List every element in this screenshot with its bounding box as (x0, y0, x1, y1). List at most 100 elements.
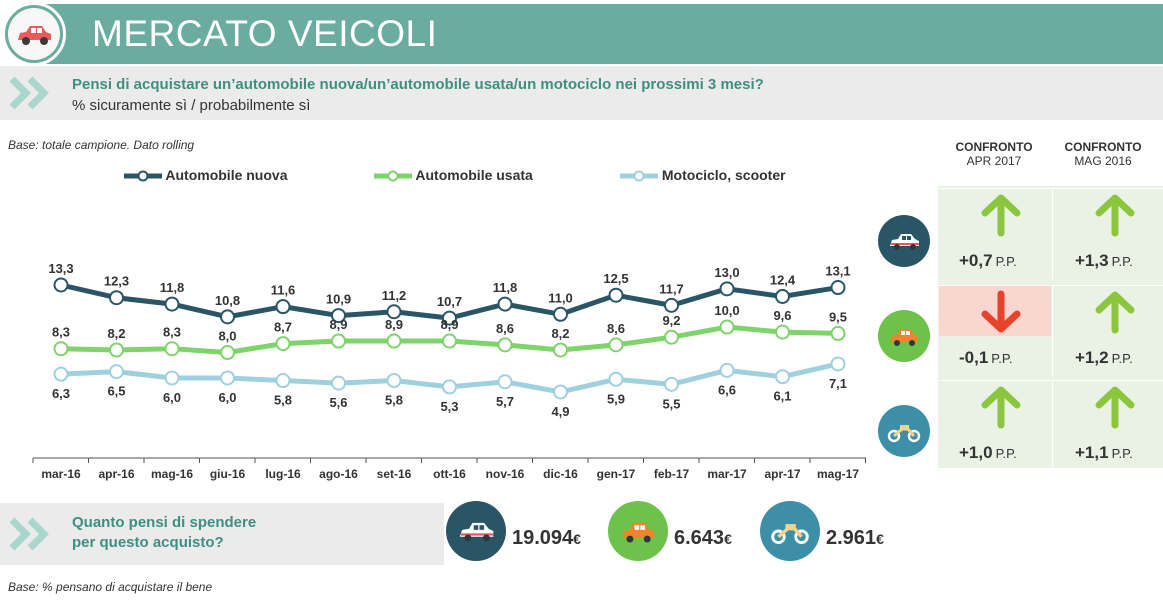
comparison-value-unit: P.P. (1111, 351, 1133, 366)
data-point (553, 342, 568, 358)
comparison-value-unit: P.P. (991, 351, 1013, 366)
comparison-value-number: +1,0 (959, 443, 993, 462)
data-point (830, 325, 846, 341)
data-label: 8,2 (107, 326, 125, 341)
line-chart: mar-16 apr-16 mag-16 giu-16 lug-16 ago-16 set-… (32, 261, 866, 481)
spend-question: Quanto pensi di spendere per questo acqu… (72, 513, 312, 553)
data-label: 5,8 (385, 393, 403, 408)
data-label: 13,3 (48, 261, 73, 276)
comparison-cell: +1,1 P.P. (1052, 380, 1163, 471)
data-point (386, 373, 402, 389)
x-tick-label: set-16 (377, 467, 412, 481)
comparison-value-number: +0,7 (959, 251, 993, 270)
double-chevron-icon (9, 76, 49, 110)
data-label: 8,7 (274, 320, 292, 335)
comparison-header-sub: MAG 2016 (1074, 154, 1132, 168)
data-point (497, 296, 513, 312)
comparison-cell: +1,2 P.P. (1052, 285, 1163, 376)
car-new-icon (878, 215, 930, 267)
comparison-header-sub: APR 2017 (966, 154, 1022, 168)
x-tick-label: mag-17 (817, 467, 859, 481)
spend-value-new-car: 19.094€ (512, 527, 581, 549)
data-label: 5,9 (607, 391, 625, 406)
data-point (386, 333, 402, 349)
data-point (442, 310, 457, 326)
x-tick-label: feb-17 (654, 467, 690, 481)
data-point (830, 280, 846, 296)
x-tick-label: dic-16 (543, 467, 578, 481)
data-point (386, 304, 402, 320)
comparison-value: -0,1 P.P. (959, 348, 1013, 368)
data-label: 10,7 (437, 294, 462, 309)
data-label: 10,9 (326, 292, 351, 307)
data-label: 9,6 (773, 308, 791, 323)
data-point (719, 362, 735, 378)
data-point (608, 337, 624, 353)
double-chevron-icon (9, 517, 49, 551)
spend-question-bar (0, 503, 444, 565)
data-label: 8,9 (329, 317, 347, 332)
legend-marker (620, 170, 658, 182)
comparison-value-unit: P.P. (995, 446, 1017, 461)
data-label: 6,3 (52, 386, 70, 401)
question-bar (0, 66, 1163, 120)
legend-item-motorbike: Motociclo, scooter (620, 167, 786, 183)
x-tick-label: giu-16 (210, 467, 246, 481)
x-tick-label: gen-17 (597, 467, 636, 481)
data-label: 8,9 (440, 317, 458, 332)
data-point (53, 277, 69, 293)
comparison-value-number: -0,1 (959, 348, 989, 367)
data-label: 8,9 (385, 317, 403, 332)
data-label: 11,2 (382, 288, 407, 303)
comparison-value-unit: P.P. (1111, 254, 1133, 269)
data-label: 9,2 (662, 313, 680, 328)
data-label: 5,8 (274, 393, 292, 408)
comparison-value-number: +1,3 (1075, 251, 1109, 270)
comparison-cell: +1,0 P.P. (939, 380, 1051, 471)
data-point (220, 370, 235, 386)
data-point (719, 281, 735, 297)
data-label: 6,6 (718, 382, 736, 397)
question-text: Pensi di acquistare un’automobile nuova/… (72, 76, 764, 93)
data-label: 10,0 (714, 303, 739, 318)
data-point (220, 309, 235, 325)
data-point (164, 370, 180, 386)
comparison-value: +0,7 P.P. (959, 251, 1017, 271)
legend-item-used-car: Automobile usata (374, 167, 533, 183)
data-label: 5,7 (496, 394, 514, 409)
x-tick-label: mag-16 (151, 467, 193, 481)
car-new-icon (446, 501, 506, 561)
x-tick-label: lug-16 (265, 467, 301, 481)
data-point (830, 356, 846, 372)
data-label: 13,0 (714, 265, 739, 280)
x-tick-label: ago-16 (319, 467, 358, 481)
spend-value-used-car: 6.643€ (674, 527, 732, 549)
data-label: 8,6 (607, 321, 625, 336)
arrow-down-icon (981, 290, 1021, 333)
arrow-up-icon (1095, 291, 1135, 334)
data-point (608, 287, 624, 303)
spend-value-motorbike: 2.961€ (826, 527, 884, 549)
data-label: 11,6 (271, 283, 296, 298)
comparison-value-unit: P.P. (1111, 446, 1133, 461)
data-label: 8,0 (218, 329, 236, 344)
data-point (719, 319, 735, 335)
data-label: 5,5 (662, 396, 680, 411)
data-point (664, 297, 679, 313)
data-point (275, 336, 291, 352)
legend-item-new-car: Automobile nuova (124, 167, 288, 183)
legend-label: Automobile usata (415, 167, 533, 183)
comparison-header-title: CONFRONTO (955, 140, 1033, 154)
data-point (775, 288, 790, 304)
data-point (331, 308, 346, 324)
comparison-header-title: CONFRONTO (1064, 140, 1142, 154)
data-label: 11,8 (160, 280, 185, 295)
data-label: 9,5 (829, 309, 847, 324)
comparison-value-number: +1,1 (1075, 443, 1109, 462)
data-label: 8,6 (496, 321, 514, 336)
arrow-up-icon (1095, 386, 1135, 429)
data-point (109, 364, 124, 380)
data-label: 12,5 (603, 271, 628, 286)
data-point (497, 337, 513, 353)
data-label: 11,0 (548, 290, 573, 305)
